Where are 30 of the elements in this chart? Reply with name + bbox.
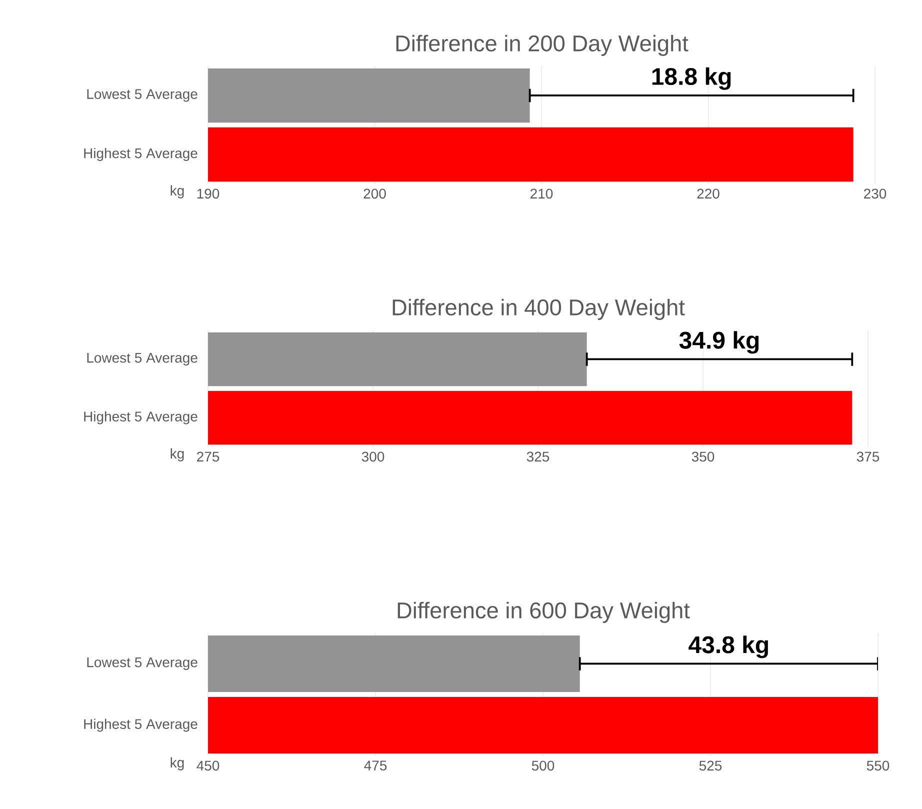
x-tick-label: 475 xyxy=(364,760,387,770)
annotation: 43.8 kg xyxy=(688,636,768,658)
x-tick-label: 210 xyxy=(530,188,553,199)
x-axis-title: kg xyxy=(170,185,184,198)
chart-title: Difference in 400 Day Weight xyxy=(392,298,685,320)
x-tick-label: 375 xyxy=(856,452,880,462)
chart-title: Difference in 600 Day Weight xyxy=(398,602,690,623)
y-tick-label: Lowest 5 Average xyxy=(87,657,198,670)
y-tick-label: Lowest 5 Average xyxy=(87,352,198,366)
x-tick-label: 275 xyxy=(197,452,220,462)
x-axis-title: kg xyxy=(170,448,184,462)
x-tick-label: 230 xyxy=(864,188,886,199)
x-tick-label: 220 xyxy=(697,188,720,199)
annotation: 18.8 kg xyxy=(652,67,731,90)
y-tick-label: Highest 5 Average xyxy=(84,148,198,162)
y-tick-label: Highest 5 Average xyxy=(84,411,198,424)
x-tick-label: 325 xyxy=(526,452,550,462)
y-tick-label: Lowest 5 Average xyxy=(87,89,198,102)
y-tick-label: Highest 5 Average xyxy=(84,718,198,732)
x-tick-label: 450 xyxy=(196,760,220,771)
x-tick-label: 500 xyxy=(532,760,554,771)
x-tick-label: 200 xyxy=(364,188,386,199)
chart-title: Difference in 200 Day Weight xyxy=(396,34,688,56)
x-tick-label: 550 xyxy=(866,760,890,771)
x-tick-label: 525 xyxy=(699,760,722,771)
x-tick-label: 350 xyxy=(692,452,714,462)
x-tick-label: 190 xyxy=(197,188,220,199)
annotation: 34.9 kg xyxy=(679,331,759,354)
x-tick-label: 300 xyxy=(362,452,384,462)
x-axis-title: kg xyxy=(170,757,184,770)
